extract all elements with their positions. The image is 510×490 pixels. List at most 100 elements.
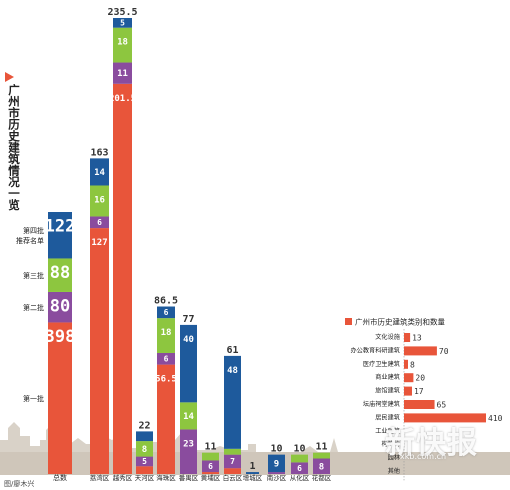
- segment-value-label: 6: [297, 464, 302, 473]
- bar-segment: [48, 258, 72, 292]
- inset-value-label: 70: [439, 347, 449, 356]
- bar-segment: [90, 185, 109, 217]
- newspaper-logo: 新快报: [385, 426, 478, 461]
- bar-segment: [224, 454, 241, 469]
- chart-title: 广州市历史建筑情况一览: [7, 84, 21, 211]
- segment-value-label: 16: [94, 195, 105, 205]
- bar-total-label: 163: [90, 147, 108, 158]
- inset-category-label: 旅馆建筑: [375, 387, 401, 395]
- bar-segment: [48, 322, 72, 474]
- segment-value-label: 5: [142, 457, 147, 466]
- inset-category-label: 居民建筑: [375, 413, 401, 421]
- bar-segment: [136, 431, 153, 442]
- segment-value-label: 122: [45, 217, 76, 237]
- segment-value-label: 6: [164, 308, 169, 317]
- bar-segment: [313, 458, 330, 474]
- bar-segment: [202, 452, 219, 461]
- bar-total-label: 10: [270, 444, 282, 455]
- inset-category-label: 办公教育科研建筑: [351, 346, 401, 354]
- bar-segment: [268, 472, 285, 474]
- bar-segment: [113, 18, 132, 28]
- inset-bar: [404, 359, 408, 369]
- bar-segment: [291, 462, 308, 474]
- inset-bar: [404, 373, 414, 383]
- bar-total-label: 61: [226, 345, 238, 356]
- bar-segment: [136, 466, 153, 474]
- inset-title: 广州市历史建筑类别和数量: [355, 317, 445, 327]
- bar-segment: [113, 83, 132, 474]
- bar-segment: [224, 448, 241, 455]
- inset-category-label: 医疗卫生建筑: [363, 360, 401, 368]
- inset-category-label: 构筑物: [381, 440, 400, 448]
- photo-credit: 图/廖木兴: [4, 480, 35, 488]
- segment-value-label: 6: [208, 462, 213, 471]
- title-arrow-icon: [5, 72, 14, 82]
- segment-value-label: 14: [94, 168, 105, 178]
- bar-segment: [90, 158, 109, 186]
- segment-value-label: 8: [142, 445, 147, 455]
- category-tick-label: 番禺区: [179, 474, 199, 482]
- segment-value-label: 5: [120, 19, 125, 28]
- bar-segment: [180, 324, 197, 403]
- bar-segment: [202, 460, 219, 473]
- bar-segment: [90, 228, 109, 474]
- segment-value-label: 6: [97, 218, 102, 227]
- bar-segment: [224, 468, 241, 474]
- segment-value-label: 56.5: [155, 375, 177, 385]
- inset-bar: [404, 386, 412, 396]
- segment-value-label: 9: [274, 459, 279, 469]
- inset-category-label: 商业建筑: [375, 373, 401, 381]
- category-tick-label: 天河区: [135, 474, 155, 482]
- bar-segment: [48, 291, 72, 323]
- bar-segment: [90, 216, 109, 229]
- bar-segment: [136, 456, 153, 467]
- bar-segment: [113, 62, 132, 84]
- bar-segment: [268, 454, 285, 473]
- bar-segment: [136, 441, 153, 457]
- inset-value-label: 8: [410, 360, 415, 369]
- inset-bar: [404, 346, 437, 356]
- category-tick-label: 越秀区: [113, 473, 133, 482]
- inset-bar: [404, 333, 411, 342]
- inset-category-label: 工业建筑: [375, 427, 401, 435]
- segment-value-label: 6: [164, 354, 169, 363]
- category-tick-label: 增城区: [243, 473, 263, 482]
- segment-value-label: 88: [50, 263, 70, 283]
- inset-value-label: 13: [412, 334, 422, 343]
- segment-value-label: 8: [319, 462, 324, 472]
- segment-value-label: 18: [161, 328, 172, 338]
- segment-value-label: 80: [50, 297, 70, 317]
- bar-total-label: 1: [249, 461, 255, 472]
- segment-value-label: 14: [183, 412, 194, 422]
- bar-segment: [157, 318, 175, 353]
- segment-value-label: 18: [117, 38, 128, 48]
- inset-category-label: 文化设施: [375, 333, 400, 341]
- bar-segment: [180, 429, 197, 474]
- category-tick-label: 海珠区: [156, 473, 176, 482]
- bar-segment: [157, 306, 175, 319]
- inset-value-label: 410: [488, 414, 503, 423]
- legend-label: 第一批: [23, 394, 44, 403]
- legend-label: 第二批: [23, 303, 44, 312]
- bar-segment: [202, 472, 219, 474]
- segment-value-label: 48: [227, 366, 238, 376]
- category-tick-label: 南沙区: [267, 473, 287, 482]
- legend-label: 第四批推荐名单: [16, 226, 44, 245]
- segment-value-label: 11: [117, 69, 128, 79]
- category-tick-label: 黄埔区: [201, 473, 221, 482]
- category-tick-label: 白云区: [223, 473, 243, 482]
- bar-total-label: 77: [182, 314, 194, 325]
- segment-value-label: 40: [183, 335, 194, 345]
- bar-segment: [157, 352, 175, 365]
- bar-total-label: 10: [293, 444, 305, 455]
- newspaper-logo-url: xkb.com.cn: [400, 452, 447, 461]
- inset-category-label: 其他: [388, 467, 400, 475]
- bar-segment: [313, 452, 330, 459]
- bar-segment: [291, 454, 308, 463]
- bar-total-label: 11: [315, 442, 327, 453]
- category-tick-label: 荔湾区: [90, 473, 110, 482]
- segment-value-label: 7: [230, 457, 235, 466]
- stacked-bars: 3988088122总数12761614163荔湾区201.511185235.…: [45, 7, 332, 482]
